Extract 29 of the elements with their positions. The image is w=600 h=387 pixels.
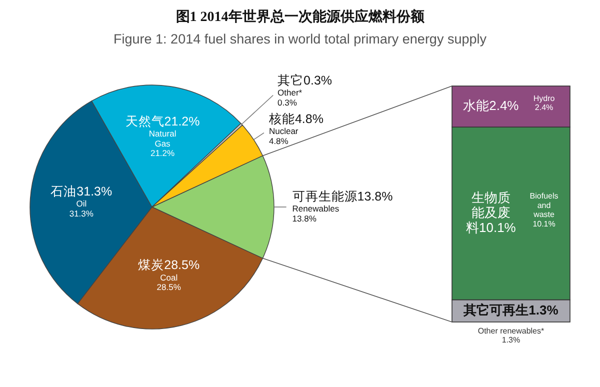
text: 水能2.4% [463, 98, 519, 113]
data-label: 21.2% [150, 148, 176, 158]
text: Renewables [292, 204, 340, 214]
data-label: 13.8% [292, 213, 317, 224]
slice-label: 可再生能源13.8% [292, 190, 393, 204]
text: Other renewables* [478, 326, 544, 336]
text: Hydro [533, 94, 555, 104]
text: Oil [76, 198, 87, 209]
slice-label: 其它0.3% [278, 72, 332, 88]
data-label: 31.3% [69, 208, 94, 218]
data-label: 4.8% [268, 136, 289, 146]
text: Biofuels and waste [530, 192, 558, 220]
chart-subtitle: Figure 1: 2014 fuel shares in world total primary energy supply [114, 32, 487, 47]
data-label: 28.5% [156, 282, 182, 292]
slice-label: 石油31.3% [50, 184, 112, 199]
text: Other* [278, 88, 302, 98]
slice-label: 核能4.8% [268, 112, 324, 126]
text: 生物质能及废料10.1% [466, 190, 516, 235]
slice-label: 天然气21.2% [125, 114, 200, 129]
text: 其它可再生1.3% [464, 302, 558, 318]
slice-label: 煤炭28.5% [138, 258, 200, 272]
text: Coal [160, 272, 178, 282]
data-label: 0.3% [278, 97, 298, 108]
text: Natural Gas [148, 128, 176, 148]
data-label: 2.4% [534, 103, 554, 112]
data-label: 10.1% [532, 219, 556, 228]
data-label: 1.3% [502, 336, 520, 345]
text: Nuclear [268, 126, 298, 136]
chart-title: 图1 2014年世界总一次能源供应燃料份额 [176, 8, 426, 26]
